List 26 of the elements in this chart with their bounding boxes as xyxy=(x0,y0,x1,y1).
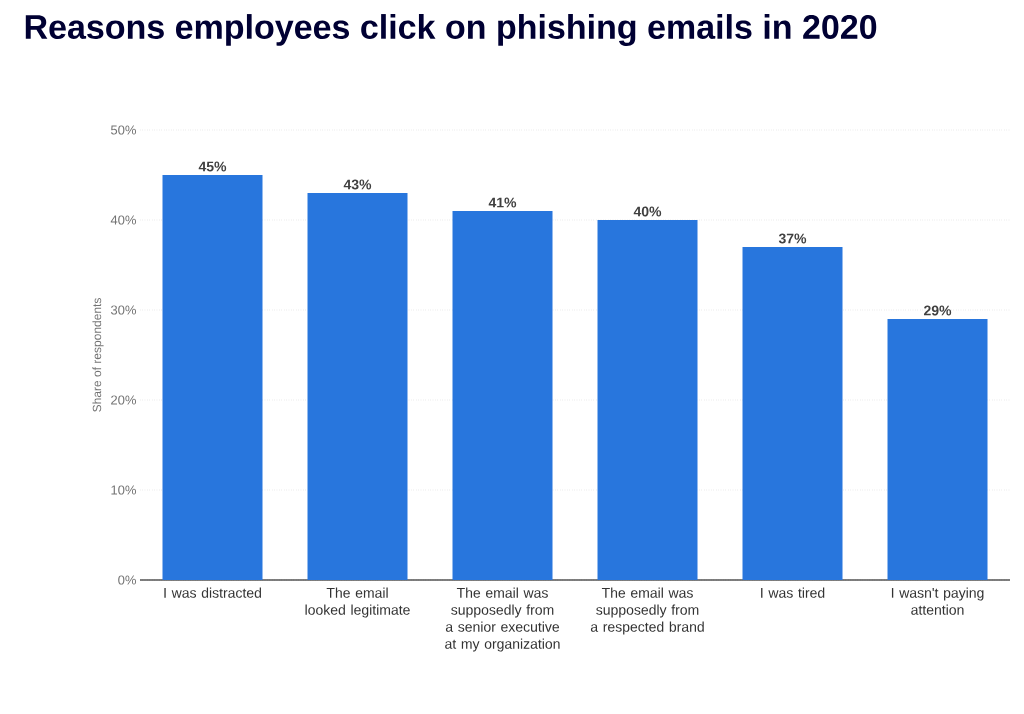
y-tick-label: 30% xyxy=(110,305,137,315)
data-label: 37% xyxy=(778,233,807,244)
y-axis-title: Share of respondents xyxy=(92,298,104,412)
bar xyxy=(742,246,843,580)
data-label: 41% xyxy=(488,197,517,208)
y-tick-label: 50% xyxy=(110,125,137,135)
x-tick-label: I was tired xyxy=(761,587,825,598)
y-tick-label: 40% xyxy=(110,215,137,225)
bar xyxy=(887,319,988,580)
x-tick-label: The email looked legitimate xyxy=(305,587,410,618)
data-label: 40% xyxy=(633,206,662,217)
x-tick-label: The email was supposedly from a respected brand xyxy=(590,587,704,635)
x-tick-label: The email was supposedly from a senior executive at my organization xyxy=(445,587,560,652)
x-tick-label: I wasn't paying attention xyxy=(891,587,984,615)
bar xyxy=(307,193,408,580)
data-label: 29% xyxy=(923,305,952,316)
y-tick-label: 0% xyxy=(118,575,137,585)
x-tick-label: I was distracted xyxy=(164,587,261,598)
bar xyxy=(452,211,553,580)
chart-title: Reasons employees click on phishing emails in 2020 xyxy=(25,14,877,46)
data-label: 45% xyxy=(198,161,227,172)
bar xyxy=(597,219,698,580)
bar xyxy=(162,174,263,580)
y-tick-label: 10% xyxy=(111,485,137,495)
data-label: 43% xyxy=(343,179,372,190)
y-tick-label: 20% xyxy=(111,395,137,405)
